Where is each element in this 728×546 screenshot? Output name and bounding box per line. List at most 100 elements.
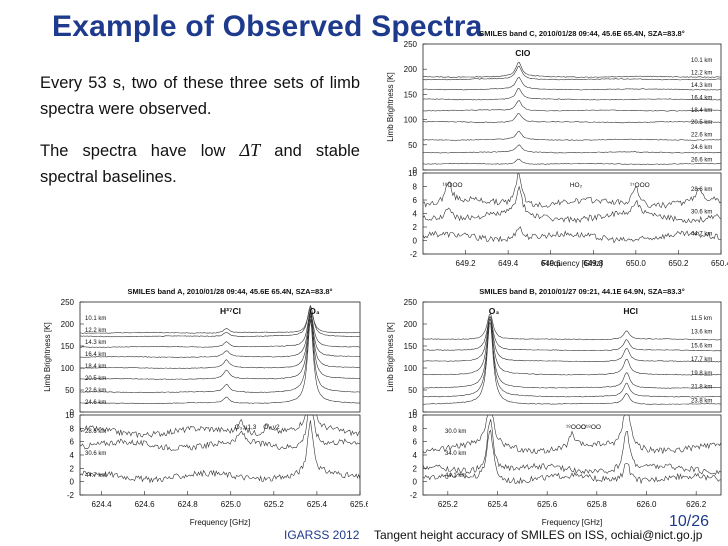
- species-label: ¹⁸OOO: [566, 424, 586, 431]
- upper-spectrum-line: [79, 310, 361, 358]
- tangent-height-label: 12.2 km: [85, 328, 106, 334]
- lower-panel-frame: [79, 414, 361, 496]
- upper-spectrum-line: [422, 322, 721, 405]
- paragraph-observation: Every 53 s, two of these three sets of l…: [40, 74, 360, 118]
- x-tick-label: 625.8: [587, 500, 608, 509]
- chart-band-c: SMILES band C, 2010/01/28 09:44, 45.6E 6…: [386, 29, 728, 268]
- tangent-height-label: 17.7 km: [691, 357, 712, 363]
- conference-label: IGARSS 2012: [284, 528, 360, 542]
- upper-spectrum-line: [422, 316, 722, 363]
- lower-spectrum-line: [422, 414, 722, 455]
- upper-spectrum-line: [79, 310, 361, 369]
- x-tick-label: 649.6: [541, 259, 562, 268]
- tangent-height-label: 30.6 km: [691, 209, 712, 215]
- chart-title: SMILES band B, 2010/01/27 09:21, 44.1E 6…: [479, 287, 684, 296]
- species-label: ClO: [515, 48, 531, 58]
- tangent-height-label: 21.8 km: [691, 385, 712, 391]
- lower-y-tick-label: 4: [413, 451, 418, 460]
- tangent-height-label: 30.6 km: [85, 451, 106, 457]
- tangent-height-label: 24.6 km: [691, 145, 712, 151]
- tangent-height-label: 14.3 km: [691, 83, 712, 89]
- tangent-height-label: 14.3 km: [85, 340, 106, 346]
- lower-y-tick-label: 0: [413, 478, 418, 487]
- lower-spectrum-line: [422, 173, 722, 209]
- upper-spectrum-line: [79, 308, 361, 348]
- x-tick-label: 626.0: [636, 500, 657, 509]
- tangent-height-label: 44.7 km: [85, 473, 106, 479]
- upper-spectrum-line: [422, 130, 722, 141]
- delta-t-symbol: ΔT: [239, 140, 261, 160]
- lower-y-tick-label: 10: [65, 411, 74, 420]
- tangent-height-label: 22.6 km: [691, 133, 712, 139]
- species-label: HO₂: [570, 182, 583, 189]
- y-axis-label: Limb Brightness [K]: [386, 322, 395, 391]
- upper-y-tick-label: 250: [404, 40, 418, 49]
- upper-spectrum-line: [79, 319, 361, 405]
- tangent-height-label: 23.8 km: [691, 398, 712, 404]
- tangent-height-label: 22.6 km: [85, 388, 106, 394]
- lower-spectrum-line: [422, 226, 722, 244]
- upper-y-tick-label: 150: [404, 90, 418, 99]
- paragraph-baselines-part1: The spectra have low: [40, 142, 226, 160]
- tangent-height-label: 28.6 km: [691, 187, 712, 193]
- upper-panel-frame: [422, 43, 722, 171]
- upper-y-tick-label: 100: [404, 116, 418, 125]
- page-number: 10/26: [669, 513, 710, 530]
- x-tick-label: 625.6: [350, 500, 368, 509]
- tangent-height-label: 13.6 km: [691, 330, 712, 336]
- slide-title: Example of Observed Spectra: [52, 10, 483, 43]
- x-axis-label: Frequency [GHz]: [542, 518, 602, 527]
- x-tick-label: 649.2: [456, 259, 477, 268]
- tangent-height-label: 11.5 km: [691, 316, 712, 322]
- upper-spectrum-line: [422, 113, 722, 124]
- species-label: HCl: [623, 306, 638, 316]
- upper-y-tick-label: 100: [61, 364, 75, 373]
- lower-y-tick-label: 2: [70, 464, 75, 473]
- footer-caption: Tangent height accuracy of SMILES on ISS…: [374, 528, 703, 542]
- x-tick-label: 625.2: [264, 500, 285, 509]
- paragraph-baselines: The spectra have low ΔT and stable spect…: [40, 137, 360, 190]
- upper-spectrum-line: [423, 316, 722, 376]
- lower-y-tick-label: 0: [413, 237, 418, 246]
- species-label: O₃: [309, 306, 320, 316]
- tangent-height-label: 44.1 km: [445, 473, 466, 479]
- x-tick-label: 624.8: [178, 500, 199, 509]
- upper-y-tick-label: 200: [404, 65, 418, 74]
- tangent-height-label: 15.6 km: [691, 343, 712, 349]
- lower-y-tick-label: 0: [70, 478, 75, 487]
- y-axis-label: Limb Brightness [K]: [43, 322, 52, 391]
- upper-panel-frame: [422, 301, 722, 413]
- x-axis-label: Frequency [GHz]: [190, 518, 250, 527]
- tangent-height-label: 10.1 km: [691, 58, 712, 64]
- x-tick-label: 649.4: [498, 259, 519, 268]
- lower-y-tick-label: 6: [413, 438, 418, 447]
- tangent-height-label: 30.0 km: [445, 429, 466, 435]
- lower-y-tick-label: -2: [410, 491, 418, 500]
- lower-spectrum-line: [422, 429, 722, 485]
- upper-spectrum-line: [79, 314, 361, 394]
- tangent-height-label: 16.4 km: [691, 95, 712, 101]
- upper-y-tick-label: 250: [404, 298, 418, 307]
- chart-title: SMILES band C, 2010/01/28 09:44, 45.6E 6…: [479, 29, 684, 38]
- lower-y-tick-label: 10: [408, 169, 417, 178]
- chart-title: SMILES band A, 2010/01/28 09:44, 45.6E 6…: [127, 287, 332, 296]
- x-tick-label: 624.4: [92, 500, 113, 509]
- lower-y-tick-label: 2: [413, 464, 418, 473]
- upper-spectrum-line: [422, 61, 722, 78]
- upper-y-tick-label: 0: [70, 408, 75, 417]
- upper-panel-frame: [79, 301, 361, 413]
- x-tick-label: 625.4: [487, 500, 508, 509]
- tangent-height-label: 19.8 km: [691, 371, 712, 377]
- chart-band-b: SMILES band B, 2010/01/27 09:21, 44.1E 6…: [386, 287, 722, 527]
- x-tick-label: 624.6: [135, 500, 156, 509]
- upper-spectrum-line: [422, 65, 722, 81]
- x-tick-label: 625.2: [438, 500, 459, 509]
- upper-y-tick-label: 250: [61, 298, 75, 307]
- lower-y-tick-label: -2: [67, 491, 75, 500]
- x-tick-label: 625.0: [221, 500, 242, 509]
- x-tick-label: 650.2: [668, 259, 689, 268]
- upper-spectrum-line: [79, 304, 361, 338]
- lower-y-tick-label: 6: [413, 196, 418, 205]
- x-tick-label: 649.8: [583, 259, 604, 268]
- upper-spectrum-line: [422, 99, 722, 112]
